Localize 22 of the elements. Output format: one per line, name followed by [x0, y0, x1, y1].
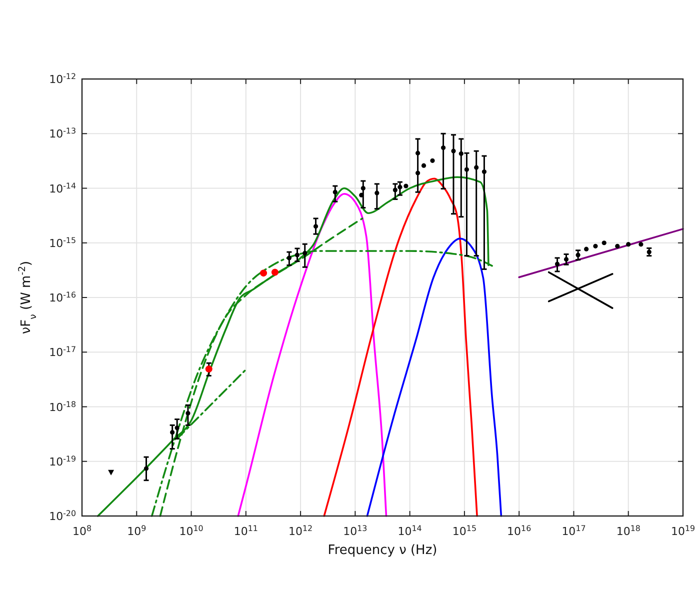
y-tick-label: 10$^{-18}$ — [49, 399, 76, 414]
y-tick-label: 10$^{-17}$ — [49, 344, 76, 360]
x-tick-label: 10$^{10}$ — [179, 524, 204, 538]
y-tick-label: 10$^{-16}$ — [49, 290, 76, 304]
x-tick-label: 10$^{13}$ — [343, 524, 368, 538]
y-tick-label: 10$^{-19}$ — [49, 454, 76, 468]
y-tick-label: 10$^{-12}$ — [49, 72, 76, 86]
x-tick-label: 10$^{15}$ — [452, 524, 476, 538]
x-tick-label: 10$^{11}$ — [234, 524, 258, 538]
x-tick-label: 10$^{16}$ — [507, 524, 532, 538]
x-tick-label: 10$^{17}$ — [562, 524, 586, 538]
x-tick-label: 10$^{8}$ — [72, 524, 92, 538]
x-tick-label: 10$^{14}$ — [398, 524, 422, 538]
y-tick-label: 10$^{-14}$ — [49, 180, 76, 196]
x-tick-label: 10$^{12}$ — [288, 524, 313, 538]
y-tick-label: 10$^{-13}$ — [49, 126, 76, 141]
x-tick-label: 10$^{18}$ — [616, 524, 640, 538]
x-tick-label: 10$^{9}$ — [127, 524, 146, 538]
y-tick-label: 10$^{-20}$ — [49, 508, 76, 523]
y-tick-label: 10$^{-15}$ — [49, 235, 76, 250]
x-axis-title: Frequency ν (Hz) — [328, 543, 438, 558]
x-tick-label: 10$^{19}$ — [670, 524, 696, 538]
